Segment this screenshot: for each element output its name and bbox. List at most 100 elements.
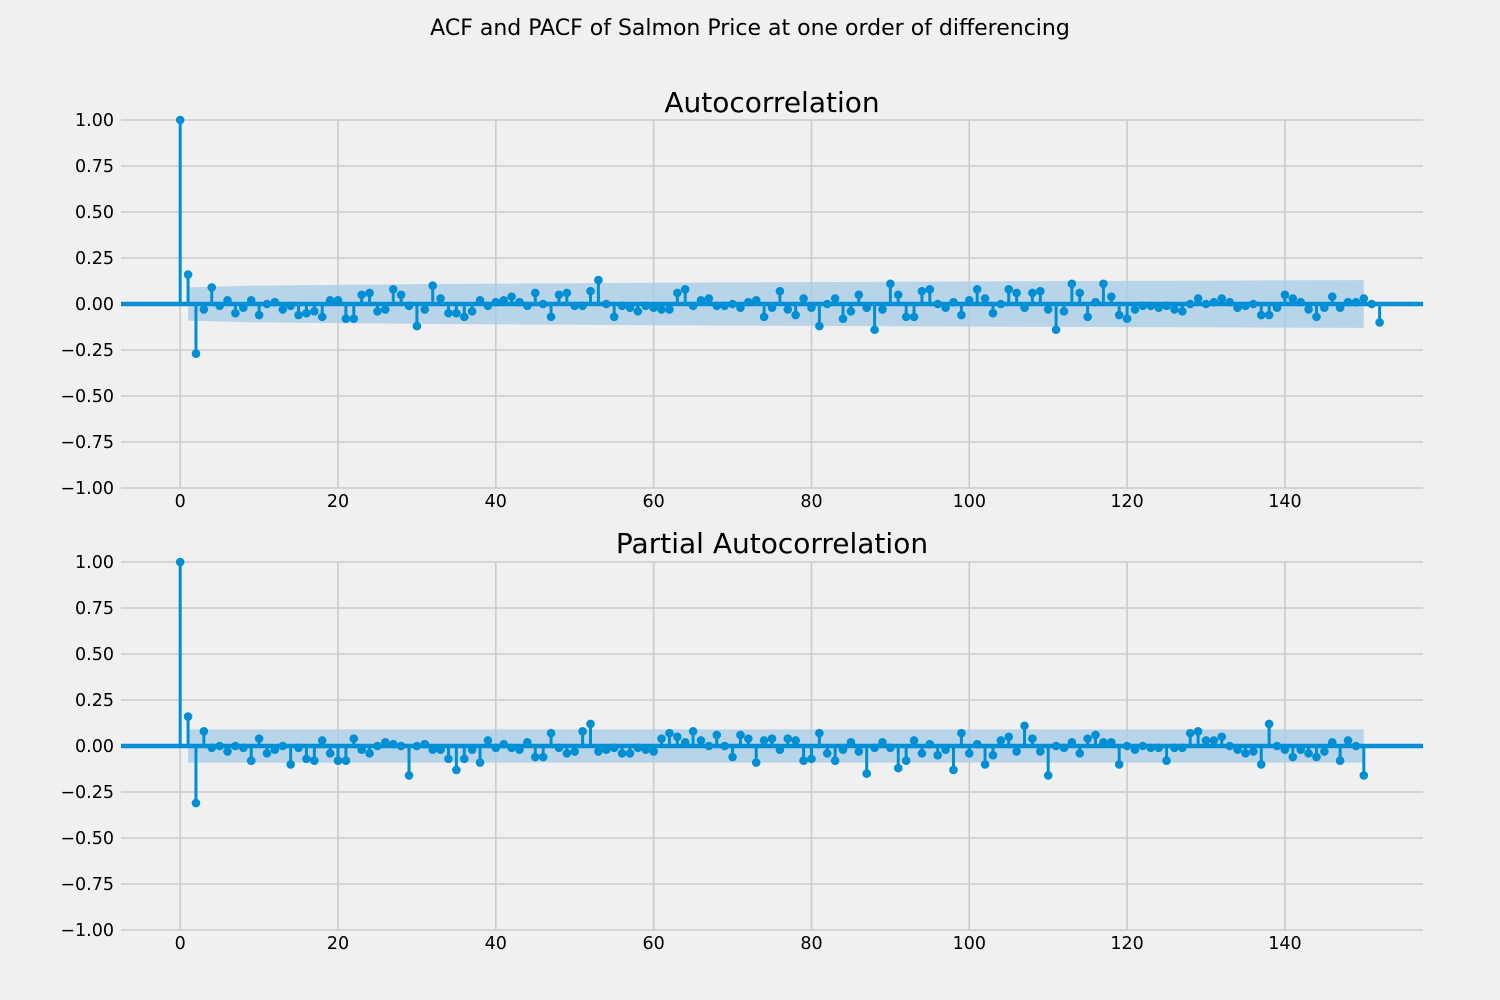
acf-stem-marker xyxy=(886,279,895,289)
acf-stem-marker xyxy=(665,305,674,314)
pacf-stem-marker xyxy=(1209,736,1219,745)
pacf-stem-marker xyxy=(1004,732,1014,742)
acf-stem-marker xyxy=(925,284,935,294)
pacf-x-tick-label: 0 xyxy=(175,934,186,954)
acf-stem-marker xyxy=(302,308,311,318)
acf-stem-marker xyxy=(562,288,572,298)
acf-stem-marker xyxy=(791,310,800,320)
acf-stem-marker xyxy=(317,312,327,322)
pacf-x-tick-label: 20 xyxy=(327,934,349,954)
pacf-stem-marker xyxy=(310,756,319,766)
acf-stem-marker xyxy=(1043,305,1053,314)
acf-stem-marker xyxy=(207,283,217,292)
acf-stem-marker xyxy=(980,294,990,303)
acf-stem-marker xyxy=(412,321,422,331)
acf-stem-marker xyxy=(1264,310,1274,320)
pacf-stem-marker xyxy=(1012,747,1021,756)
acf-stem-marker xyxy=(901,312,911,322)
pacf-stem-marker xyxy=(799,756,808,766)
acf-stem-marker xyxy=(254,310,264,320)
pacf-stem-marker xyxy=(191,798,201,808)
pacf-y-tick-label: 0.75 xyxy=(75,599,114,619)
pacf-stem-marker xyxy=(988,750,998,760)
pacf-x-tick-label: 80 xyxy=(800,934,822,954)
pacf-stem-marker xyxy=(665,728,674,738)
pacf-stem-marker xyxy=(183,712,193,721)
pacf-stem-marker xyxy=(964,749,974,758)
acf-stem-marker xyxy=(586,286,595,296)
acf-x-tick-label: 80 xyxy=(800,492,822,512)
pacf-stem-marker xyxy=(854,747,864,756)
acf-stem-marker xyxy=(1099,279,1108,289)
acf-stem-marker xyxy=(530,288,540,298)
acf-stem-marker xyxy=(594,275,603,285)
pacf-stem-marker xyxy=(996,736,1006,745)
pacf-stem-marker xyxy=(459,754,469,764)
acf-stem-marker xyxy=(1312,312,1321,322)
acf-stem-marker xyxy=(878,305,887,314)
acf-stem-marker xyxy=(815,321,824,331)
pacf-y-tick-label: −0.50 xyxy=(60,829,114,849)
pacf-x-tick-label: 40 xyxy=(485,934,507,954)
acf-stem-marker xyxy=(294,310,303,320)
acf-stem-marker xyxy=(1051,325,1061,335)
acf-y-tick-label: −0.75 xyxy=(60,433,114,453)
pacf-stem-marker xyxy=(1241,749,1250,758)
pacf-stem-marker xyxy=(901,756,911,766)
acf-stem-marker xyxy=(1130,305,1140,314)
pacf-stem-marker xyxy=(807,754,816,764)
acf-stem-marker xyxy=(1193,294,1203,303)
acf-stem-marker xyxy=(365,288,374,298)
pacf-stem-marker xyxy=(1217,732,1227,742)
pacf-stem-marker xyxy=(1201,736,1211,745)
acf-stem-marker xyxy=(1178,307,1187,316)
acf-y-tick-label: −1.00 xyxy=(60,479,114,499)
acf-stem-marker xyxy=(704,294,714,303)
pacf-stem-marker xyxy=(1335,756,1345,766)
acf-stem-marker xyxy=(436,294,445,303)
acf-stem-marker xyxy=(1107,292,1116,301)
acf-stem-marker xyxy=(507,292,516,301)
pacf-x-tick-label: 140 xyxy=(1268,934,1301,954)
pacf-stem-marker xyxy=(767,734,777,743)
pacf-stem-marker xyxy=(483,736,493,745)
pacf-y-tick-label: −0.25 xyxy=(60,783,114,803)
pacf-stem-marker xyxy=(744,734,753,743)
pacf-stem-marker xyxy=(736,730,745,740)
acf-stem-marker xyxy=(1170,305,1179,314)
acf-stem-marker xyxy=(1012,288,1021,298)
pacf-stem-marker xyxy=(1264,719,1274,729)
pacf-stem-marker xyxy=(586,719,595,729)
acf-title: Autocorrelation xyxy=(664,86,879,119)
acf-panel: 1.00 0.75 0.50 0.25 0.00 −0.25 −0.50 −0.75 −1.00… xyxy=(60,86,1423,512)
pacf-stem-marker xyxy=(254,734,264,743)
pacf-x-tick-label: 100 xyxy=(953,934,986,954)
acf-stem-marker xyxy=(1059,307,1069,316)
acf-x-tick-label: 120 xyxy=(1110,492,1143,512)
acf-stem-marker xyxy=(459,312,469,322)
acf-stem-marker xyxy=(373,307,382,316)
acf-stem-marker xyxy=(357,290,366,300)
pacf-stem-marker xyxy=(452,765,461,775)
acf-stem-marker xyxy=(175,115,185,125)
acf-stem-marker xyxy=(183,270,193,279)
acf-stem-marker xyxy=(657,305,666,314)
acf-stem-marker xyxy=(838,314,848,324)
acf-x-tick-label: 20 xyxy=(327,492,349,512)
acf-stem-marker xyxy=(428,281,437,290)
pacf-stem-marker xyxy=(1312,752,1321,762)
acf-x-tick-label: 140 xyxy=(1268,492,1301,512)
acf-x-tick-label: 100 xyxy=(953,492,986,512)
acf-stem-marker xyxy=(420,305,430,314)
pacf-stem-marker xyxy=(1020,721,1029,731)
pacf-y-tick-label: 1.00 xyxy=(75,553,114,573)
acf-stem-marker xyxy=(341,314,351,324)
pacf-x-tick-label: 60 xyxy=(642,934,664,954)
pacf-stem-marker xyxy=(1359,771,1369,780)
acf-stem-marker xyxy=(957,310,966,320)
pacf-stem-marker xyxy=(1035,747,1045,756)
pacf-stem-marker xyxy=(751,758,761,767)
pacf-stem-marker xyxy=(1162,756,1171,766)
acf-stem-marker xyxy=(759,312,769,322)
